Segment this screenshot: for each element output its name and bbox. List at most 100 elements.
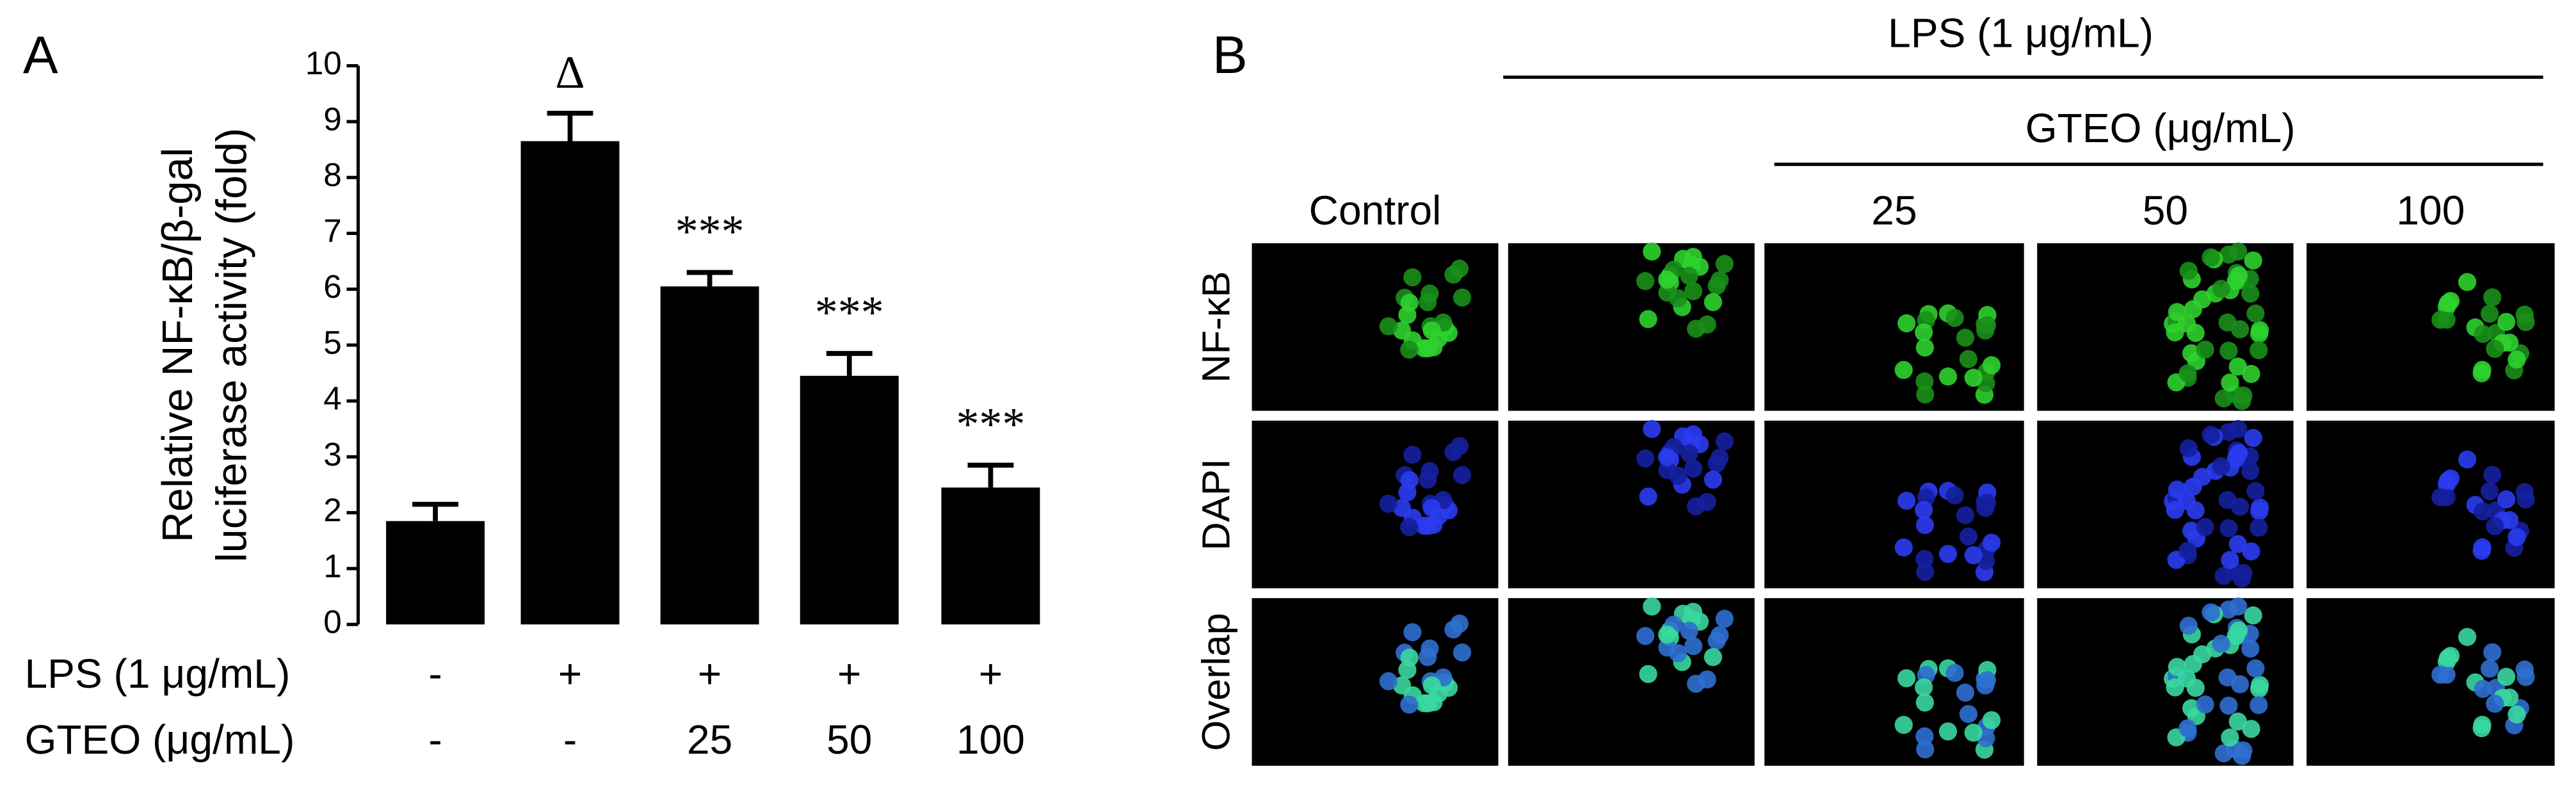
cell [1916,740,1935,759]
y-tick-label: 6 [323,268,342,305]
y-tick-label: 7 [323,213,342,249]
cell [1956,506,1975,524]
cell [1684,603,1703,621]
x-row-label: + [698,651,721,697]
cell [2473,715,2491,734]
cell [2202,248,2220,267]
cell [2230,621,2248,640]
cell [2230,444,2248,462]
x-row-label: 100 [956,717,1025,763]
cell [2250,325,2269,343]
bar [941,487,1040,625]
cell [1977,493,1997,512]
cell [2483,466,2502,484]
cell [2508,528,2526,546]
cell [1658,448,1677,467]
row-label: LPS (1 μg/mL) [24,651,290,697]
cell [2481,660,2499,678]
cell [1684,459,1703,478]
cell [1658,270,1677,289]
cell [2244,428,2262,448]
cell [1964,368,1983,387]
cell [2250,502,2269,521]
cell [1956,328,1975,347]
cell [2202,426,2220,444]
cell [1915,338,1935,357]
cell [1424,515,1443,534]
cell [2219,519,2238,538]
cell [2474,325,2492,343]
cell [1915,515,1935,535]
column-label: 25 [1871,188,1917,234]
cell [2179,617,2198,635]
cell [2231,675,2250,693]
cell [2431,311,2450,329]
cell [1915,693,1935,712]
cell [1915,323,1933,342]
cell [1658,625,1677,644]
bar [520,141,620,625]
cell [1915,501,1933,519]
micrograph [2306,598,2555,766]
y-tick-label: 0 [323,604,342,640]
cell [1398,483,1417,502]
cell [1424,338,1443,357]
cell [1636,627,1655,645]
cell [1945,309,1964,327]
y-axis-label: Relative NF-κB/β-gal [154,148,202,543]
cell [2486,694,2504,713]
cell [1643,597,1661,616]
cell [2214,744,2233,763]
row-label: DAPI [1194,458,1238,551]
x-row-label: + [558,651,582,697]
cell [2178,719,2197,738]
cell [1964,724,1983,742]
cell [1703,470,1723,489]
cell [1403,446,1422,464]
cell [1398,661,1417,679]
cell [2221,551,2239,569]
panel-label: A [23,26,58,85]
cell [2179,261,2198,280]
x-row-label: + [837,651,861,697]
cell [2515,305,2534,324]
column-label: 50 [2143,188,2188,234]
micrograph [2306,420,2555,588]
row-label: NF-κB [1194,271,1238,382]
header: LPS (1 μg/mL) [1888,10,2153,56]
cell [2241,639,2260,658]
cell [2212,635,2230,653]
cell [1403,623,1422,642]
cell [1915,549,1934,568]
cell [2241,284,2260,303]
cell [1669,466,1687,485]
annotation: Δ [555,47,584,98]
cell [2483,643,2502,661]
x-row-label: + [979,651,1002,697]
cell [1422,499,1441,517]
cell [1684,248,1703,266]
cell [2481,482,2499,501]
row-label: GTEO (μg/mL) [24,717,294,763]
cell [2515,483,2534,501]
cell [2486,339,2504,358]
cell [1419,647,1437,667]
cell [1711,448,1729,467]
cell [2233,569,2251,588]
cell [2246,304,2265,323]
cell [1400,695,1419,714]
cell [2233,747,2251,765]
cell [2182,699,2201,718]
cell [1897,669,1916,688]
y-tick-label: 3 [323,436,342,473]
column-label: 100 [2396,188,2465,234]
cell [1669,289,1687,307]
cell [1916,385,1935,404]
cell [1450,259,1469,278]
cell [2497,490,2516,508]
cell [2228,357,2247,376]
cell [1419,470,1437,489]
y-tick-label: 1 [323,547,342,584]
cell [1379,494,1398,513]
cell [2214,567,2233,585]
